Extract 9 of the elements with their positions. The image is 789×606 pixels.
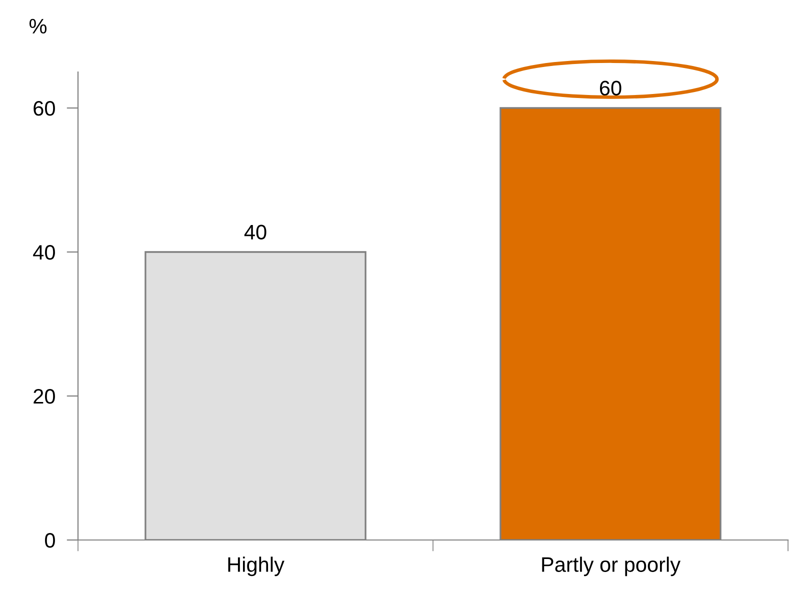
x-tick-label: Highly xyxy=(228,556,284,576)
y-tick-label: 40 xyxy=(33,245,55,260)
y-axis-title: % xyxy=(29,18,47,34)
x-tick-label: Partly or poorly xyxy=(542,556,681,576)
data-label: 40 xyxy=(244,224,266,240)
y-tick-label: 60 xyxy=(34,101,55,116)
y-tick-label: 0 xyxy=(45,533,55,548)
data-label: 60 xyxy=(600,80,622,96)
y-tick-label: 20 xyxy=(34,389,55,404)
